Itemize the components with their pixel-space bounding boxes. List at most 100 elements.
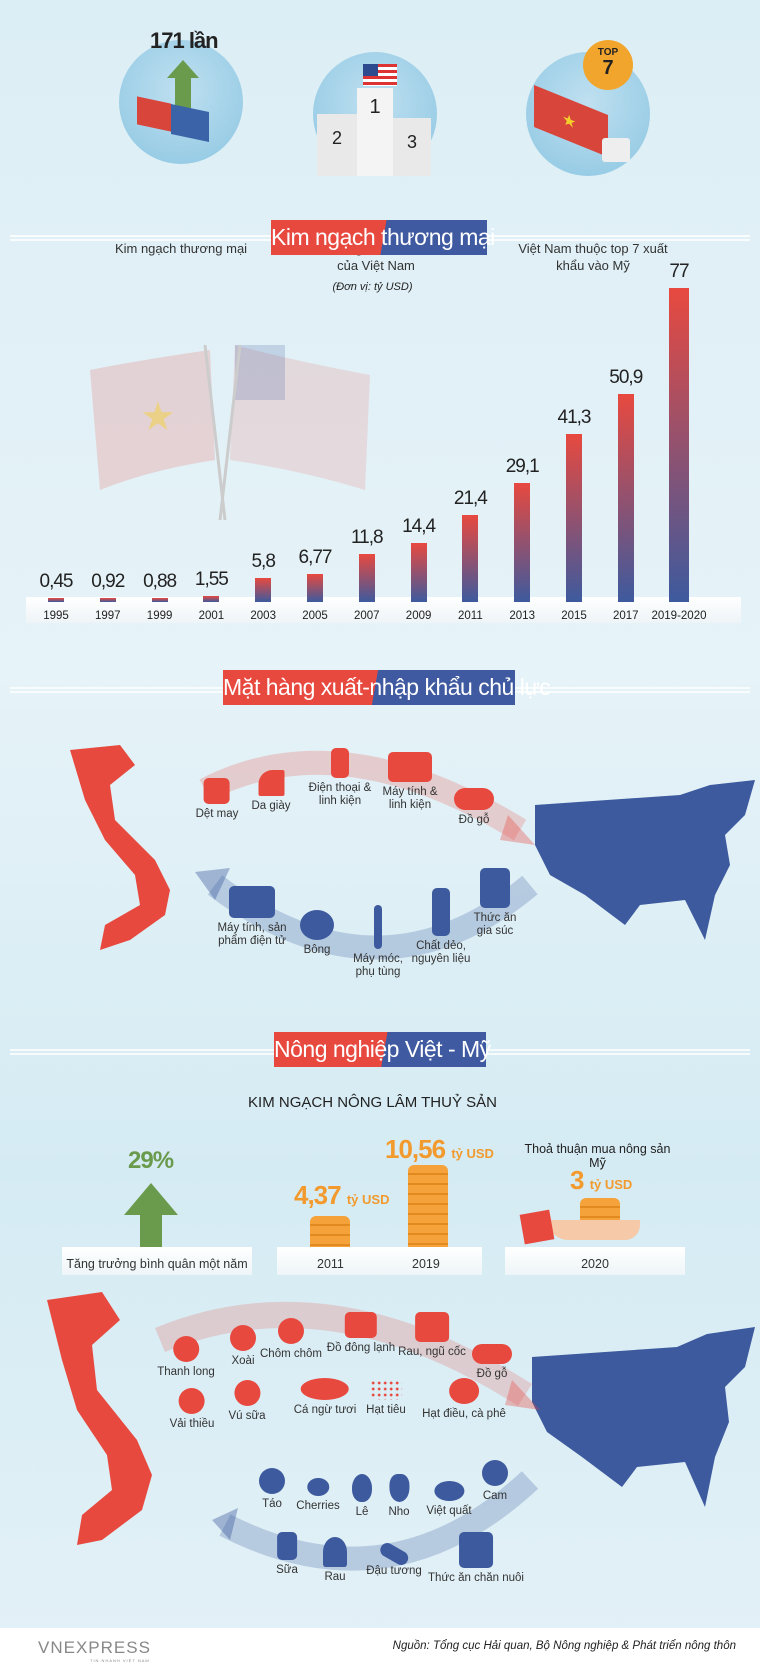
svg-text:★: ★	[140, 395, 176, 439]
agri-import-item: Lê	[352, 1474, 372, 1519]
x-tick-label: 2017	[613, 610, 639, 622]
agri-export-item: Vải thiều	[170, 1388, 214, 1431]
monitor-icon	[388, 752, 432, 782]
agri-export-item: Thanh long	[157, 1336, 215, 1379]
bar-2019-2020	[669, 288, 689, 602]
bar-2005	[307, 574, 323, 602]
bar-2009	[410, 543, 427, 602]
agri-export-item: Cá ngừ tươi	[294, 1378, 356, 1417]
animal-feed-bag-icon	[480, 868, 510, 908]
bar-value-label: 1,55	[194, 568, 229, 590]
bar-value-label: 0,45	[39, 571, 74, 592]
blueberry-icon	[434, 1481, 464, 1501]
growth-value: 29%	[128, 1147, 174, 1174]
x-tick-label: 2015	[561, 610, 587, 622]
cashew-coffee-icon	[448, 1378, 479, 1404]
value-2019: 10,56 tỷ USD	[385, 1134, 494, 1164]
agri-import-item: Việt quất	[426, 1481, 472, 1518]
trade-circle	[119, 40, 243, 164]
bar-value-label: 0,92	[91, 571, 125, 592]
agri-subtitle: KIM NGẠCH NÔNG LÂM THUỶ SẢN	[248, 1094, 497, 1111]
bar-1999	[151, 598, 168, 602]
top7-caption: Việt Nam thuộc top 7 xuất khẩu vào Mỹ	[518, 241, 668, 273]
agri-export-item: Đồ gỗ	[472, 1344, 512, 1381]
agri-import-item: Táo	[259, 1468, 285, 1511]
deal-title: Thoả thuận mua nông sản Mỹ	[524, 1142, 671, 1170]
bar-1995	[48, 598, 64, 602]
vnexpress-logo: VNEXPRESS TIN NHANH VIỆT NAM	[38, 1638, 151, 1663]
pepper-icon	[369, 1380, 402, 1400]
year-2011: 2011	[317, 1257, 344, 1271]
value-2011: 4,37 tỷ USD	[294, 1180, 390, 1210]
agri-import-item: Cam	[482, 1460, 508, 1503]
import-item: Thức ăn gia súc	[465, 868, 525, 938]
x-tick-label: 2009	[405, 610, 432, 622]
plastic-bottle-icon	[432, 888, 450, 936]
bar-value-label: 41,3	[557, 406, 592, 428]
import-item: Máy tính, sản phẩm điện tử	[217, 886, 287, 948]
bar-value-label: 50,9	[609, 367, 643, 389]
bar-1997	[99, 598, 116, 602]
x-tick-label: 2001	[198, 610, 225, 622]
deal-value: 3 tỷ USD	[570, 1165, 633, 1195]
x-tick-label: 2011	[458, 610, 483, 622]
high-heel-icon	[258, 770, 284, 796]
platform-2020: 2020	[505, 1247, 685, 1275]
top7-badge: TOP 7	[583, 40, 633, 90]
x-tick-label: 2013	[509, 610, 535, 622]
trade-multiplier: 171 lần	[150, 28, 219, 53]
export-item: Da giày	[252, 770, 291, 813]
seafood-icon	[344, 1312, 377, 1338]
vietnam-map	[70, 745, 170, 950]
vegetable-grain-icon	[414, 1312, 449, 1342]
agri-export-item: Rau, ngũ cốc	[398, 1312, 466, 1359]
bar-value-label: 29,1	[505, 456, 540, 478]
x-tick-label: 2019-2020	[651, 610, 707, 622]
import-item: Bông	[300, 910, 334, 957]
mango-icon	[230, 1325, 256, 1351]
computer-icon	[229, 886, 275, 918]
podium-third: 3	[393, 118, 431, 176]
trade-bar-chart: 0,45 1995 0,92 1997 0,88 1999 1,55 2001 5,8 2003 6…	[0, 0, 760, 640]
vietnam-map	[47, 1292, 152, 1545]
usa-map	[535, 780, 755, 940]
bar-2017	[617, 394, 634, 602]
x-tick-label: 1997	[95, 610, 121, 622]
green-up-arrow-icon	[167, 60, 199, 78]
agri-export-item: Vú sữa	[228, 1380, 266, 1423]
orange-icon	[482, 1460, 508, 1486]
green-up-arrow-icon	[124, 1183, 178, 1215]
pear-icon	[352, 1474, 372, 1502]
export-item: Đồ gỗ	[454, 788, 494, 827]
agri-import-item: Đậu tương	[366, 1540, 422, 1578]
x-tick-label: 2003	[250, 610, 276, 622]
bar-value-label: 11,8	[351, 526, 384, 548]
tuna-icon	[300, 1378, 349, 1400]
phone-icon	[331, 748, 349, 778]
bar-2003	[255, 578, 272, 602]
bar-2007	[358, 553, 375, 602]
grapes-icon	[388, 1474, 409, 1502]
x-tick-label: 1995	[43, 610, 69, 622]
source-note: Nguồn: Tổng cục Hải quan, Bộ Nông nghiệp…	[392, 1640, 736, 1652]
trade-caption: Kim ngạch thương mại	[114, 241, 248, 256]
rambutan-icon	[278, 1318, 304, 1344]
cotton-icon	[300, 910, 334, 940]
export-item: Điện thoại & linh kiện	[305, 748, 375, 808]
hand-icon	[548, 1220, 640, 1240]
milk-carton-icon	[276, 1532, 297, 1560]
cherries-icon	[307, 1478, 329, 1496]
platform-years: 2011 2019	[277, 1247, 482, 1275]
x-tick-label: 2007	[354, 610, 380, 622]
agri-import-item: Cherries	[296, 1478, 340, 1513]
agri-import-item: Rau	[323, 1537, 347, 1584]
us-flag-icon	[363, 64, 397, 86]
x-tick-label: 2005	[302, 610, 328, 622]
year-2019: 2019	[412, 1257, 440, 1271]
import-item: Chất dẻo, nguyên liệu	[401, 888, 481, 966]
bar-2001	[203, 595, 220, 602]
section-title-goods: Mặt hàng xuất-nhập khẩu chủ lực	[223, 670, 551, 705]
agri-import-item: Thức ăn chăn nuôi	[428, 1532, 524, 1585]
bar-value-label: 0,88	[143, 571, 177, 592]
vegetable-icon	[323, 1537, 347, 1567]
